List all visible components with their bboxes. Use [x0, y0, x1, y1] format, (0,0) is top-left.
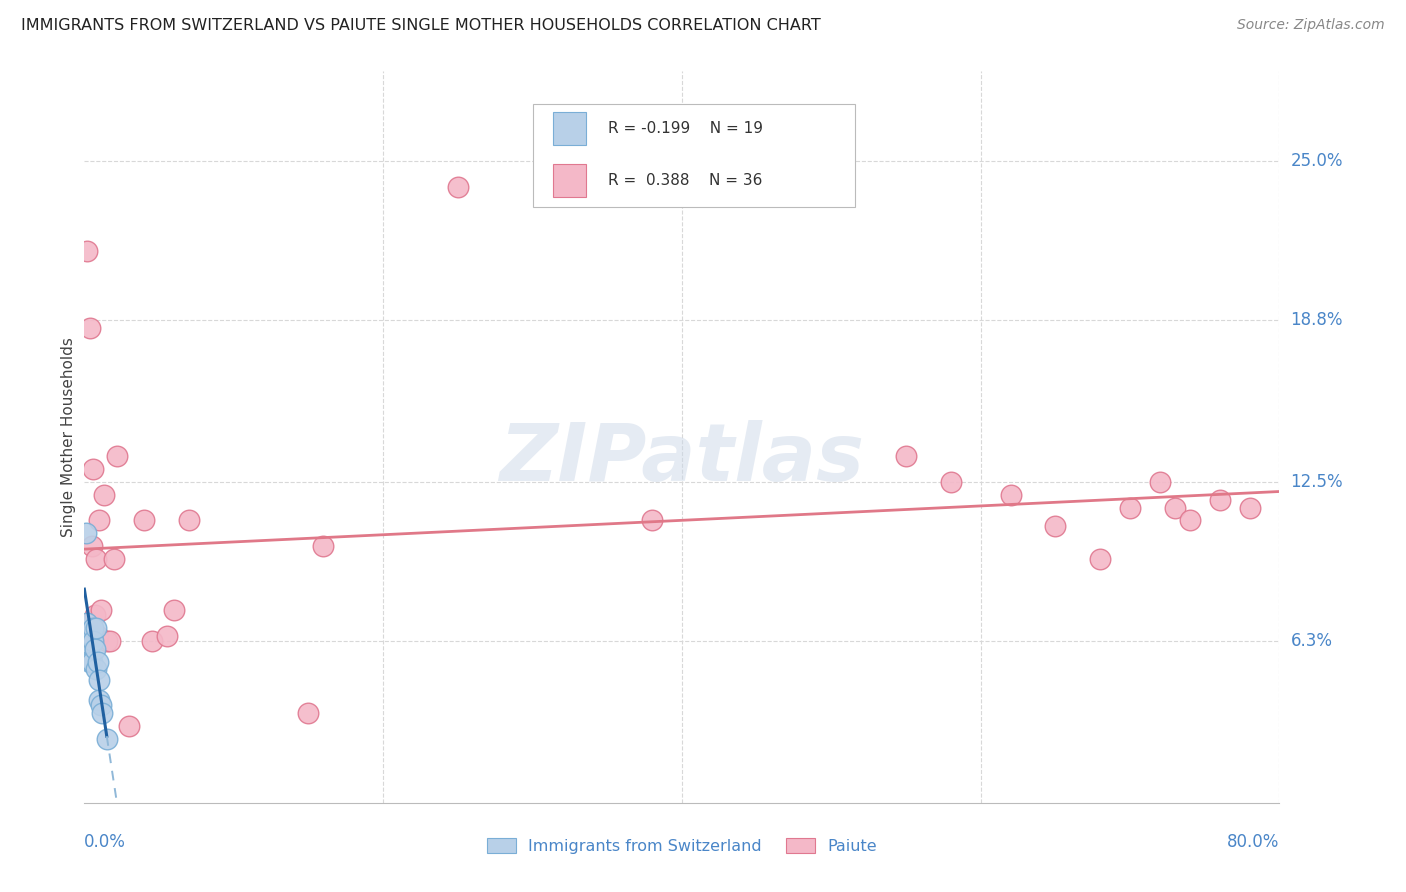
- Point: [118, 719, 141, 733]
- Point: [76, 616, 98, 631]
- Point: [447, 179, 470, 194]
- Point: [77, 629, 100, 643]
- Point: [82, 621, 104, 635]
- Point: [79, 637, 101, 651]
- Point: [82, 634, 104, 648]
- Legend: Immigrants from Switzerland, Paiute: Immigrants from Switzerland, Paiute: [481, 831, 883, 861]
- Text: 25.0%: 25.0%: [1291, 153, 1343, 170]
- Point: [312, 539, 335, 553]
- Point: [163, 603, 186, 617]
- Point: [83, 641, 105, 656]
- Y-axis label: Single Mother Households: Single Mother Households: [60, 337, 76, 537]
- Point: [87, 655, 110, 669]
- Point: [89, 693, 111, 707]
- Point: [1090, 552, 1112, 566]
- Point: [939, 475, 962, 489]
- Point: [177, 514, 200, 528]
- Text: R = -0.199    N = 19: R = -0.199 N = 19: [607, 120, 763, 136]
- Text: 12.5%: 12.5%: [1291, 473, 1343, 491]
- Point: [80, 629, 103, 643]
- Text: ZIPatlas: ZIPatlas: [499, 420, 865, 498]
- Point: [1149, 475, 1171, 489]
- Point: [141, 634, 163, 648]
- Text: Source: ZipAtlas.com: Source: ZipAtlas.com: [1237, 18, 1385, 32]
- Point: [79, 655, 101, 669]
- Point: [76, 244, 98, 258]
- Point: [86, 621, 108, 635]
- Point: [132, 514, 156, 528]
- Point: [155, 629, 177, 643]
- Point: [1209, 492, 1232, 507]
- Point: [93, 488, 115, 502]
- Point: [1000, 488, 1022, 502]
- Point: [1119, 500, 1142, 515]
- Text: R =  0.388    N = 36: R = 0.388 N = 36: [607, 173, 762, 188]
- Point: [641, 514, 664, 528]
- Point: [103, 552, 125, 566]
- Point: [79, 321, 101, 335]
- Point: [83, 608, 105, 623]
- Point: [86, 552, 108, 566]
- Point: [77, 629, 100, 643]
- FancyBboxPatch shape: [533, 104, 855, 207]
- Point: [105, 450, 128, 464]
- Point: [89, 514, 111, 528]
- Point: [75, 526, 97, 541]
- Bar: [553, 164, 586, 197]
- Text: IMMIGRANTS FROM SWITZERLAND VS PAIUTE SINGLE MOTHER HOUSEHOLDS CORRELATION CHART: IMMIGRANTS FROM SWITZERLAND VS PAIUTE SI…: [21, 18, 821, 33]
- Point: [90, 603, 112, 617]
- Point: [91, 706, 114, 720]
- Point: [80, 655, 103, 669]
- Point: [1239, 500, 1261, 515]
- Point: [1045, 518, 1067, 533]
- Text: 18.8%: 18.8%: [1291, 311, 1343, 329]
- Point: [96, 731, 118, 746]
- Text: 6.3%: 6.3%: [1291, 632, 1333, 650]
- Text: 0.0%: 0.0%: [84, 833, 127, 851]
- Point: [90, 698, 112, 713]
- Point: [80, 539, 103, 553]
- Point: [77, 641, 100, 656]
- Point: [297, 706, 319, 720]
- Point: [894, 450, 917, 464]
- Point: [96, 634, 118, 648]
- Point: [86, 662, 108, 676]
- Point: [1164, 500, 1187, 515]
- Text: 80.0%: 80.0%: [1227, 833, 1279, 851]
- Point: [89, 673, 111, 687]
- Point: [87, 629, 110, 643]
- Bar: [553, 112, 586, 145]
- Point: [1178, 514, 1201, 528]
- Point: [82, 462, 104, 476]
- Point: [98, 634, 121, 648]
